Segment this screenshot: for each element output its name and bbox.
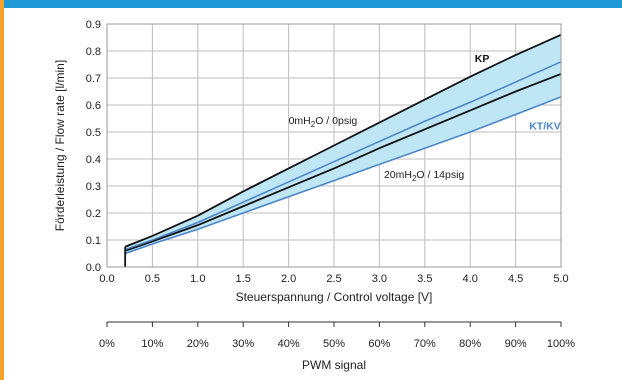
plot-frame	[106, 23, 562, 268]
x-axis-label: Steuerspannung / Control voltage [V]	[236, 290, 433, 304]
series-label-kt: KT/KV	[529, 120, 561, 132]
x-tick-label: 4.5	[508, 273, 523, 285]
y-tick-label: 0.7	[86, 73, 101, 85]
left-accent-bar	[0, 0, 4, 380]
pwm-tick-label: 100%	[547, 338, 575, 350]
x-tick-label: 3.0	[372, 273, 387, 285]
series-label-kp: KP	[475, 53, 490, 65]
series-line-kt-kv-2	[124, 61, 562, 251]
y-tick-label: 0.3	[86, 181, 101, 193]
y-tick-label: 0.2	[86, 208, 101, 220]
series-line-kp-1	[124, 73, 562, 252]
pwm-tick-label: 60%	[368, 338, 390, 350]
series-line-kt-kv-3	[124, 96, 562, 255]
condition-annotation: 20mH2O / 14psig	[384, 169, 464, 183]
y-tick-label: 0.8	[86, 46, 101, 58]
x-axis-ticks: 0.0 0.5 1.0 1.5 2.0 2.5 3.0 3.5 4.0 4.5 5.0	[99, 273, 568, 285]
top-accent-bar	[0, 0, 622, 8]
kp-tolerance-band	[125, 34, 561, 254]
pwm-tick-label: 10%	[141, 338, 163, 350]
x-tick-label: 0.5	[145, 273, 160, 285]
y-tick-label: 0.0	[86, 262, 101, 274]
x-tick-label: 1.0	[190, 273, 205, 285]
y-tick-label: 0.4	[86, 154, 101, 166]
y-tick-label: 0.6	[86, 100, 101, 112]
pwm-axis-label: PWM signal	[302, 358, 366, 372]
y-axis-label: Förderleistung / Flow rate [l/min]	[53, 60, 67, 231]
flow-band-area	[125, 34, 561, 254]
x-tick-label: 2.0	[281, 273, 296, 285]
chart-annotations: 0mH2O / 0psig 20mH2O / 14psig KP KT/KV	[289, 53, 561, 183]
x-tick-label: 5.0	[553, 273, 568, 285]
y-tick-label: 0.1	[86, 235, 101, 247]
pwm-tick-label: 80%	[459, 338, 481, 350]
x-tick-label: 1.5	[236, 273, 251, 285]
x-tick-label: 4.0	[463, 273, 478, 285]
pwm-tick-label: 90%	[505, 338, 527, 350]
series-line-kp-0	[124, 33, 562, 248]
pwm-tick-label: 0%	[99, 338, 115, 350]
x-tick-label: 0.0	[99, 273, 114, 285]
pwm-tick-label: 50%	[323, 338, 345, 350]
chart-series	[124, 33, 562, 267]
y-tick-label: 0.9	[86, 19, 101, 31]
x-tick-label: 2.5	[326, 273, 341, 285]
y-tick-label: 0.5	[86, 127, 101, 139]
pwm-tick-label: 30%	[232, 338, 254, 350]
pwm-tick-label: 20%	[187, 338, 209, 350]
pwm-axis: 0% 10% 20% 30% 40% 50% 60% 70% 80% 90% 100%	[99, 321, 575, 350]
pwm-tick-label: 40%	[278, 338, 300, 350]
x-tick-label: 3.5	[417, 273, 432, 285]
y-axis-ticks: 0.0 0.1 0.2 0.3 0.4 0.5 0.6 0.7 0.8 0.9	[86, 19, 101, 274]
condition-annotation: 0mH2O / 0psig	[289, 115, 358, 129]
pwm-tick-label: 70%	[414, 338, 436, 350]
